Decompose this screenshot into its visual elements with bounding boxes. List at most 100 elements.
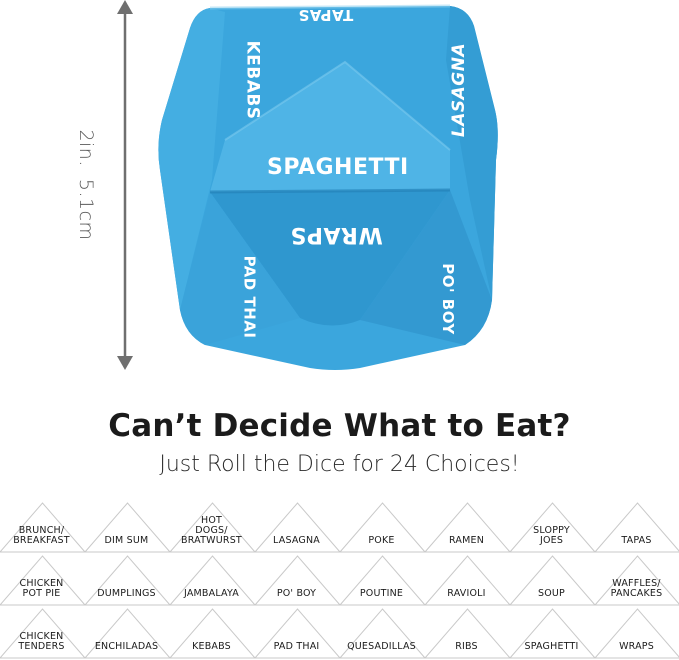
choice-triangle bbox=[424, 502, 511, 553]
dice-face-pad-thai: PAD THAI bbox=[240, 255, 259, 339]
choice-triangle bbox=[169, 608, 256, 659]
choice-item: POKE bbox=[339, 501, 426, 553]
dice-face-tapas: TAPAS bbox=[298, 6, 354, 24]
measurement-centimeters: 5.1cm bbox=[75, 178, 97, 241]
choice-label-line: LASAGNA bbox=[273, 535, 320, 546]
choice-label: TAPAS bbox=[594, 536, 679, 546]
choice-label-line: WRAPS bbox=[619, 641, 654, 652]
choice-label-line: SPAGHETTI bbox=[524, 641, 579, 652]
choice-triangle bbox=[424, 555, 511, 606]
choice-triangle bbox=[0, 555, 86, 606]
choice-label-line: DOGS/ bbox=[195, 525, 228, 536]
choice-label-line: QUESADILLAS bbox=[347, 641, 416, 652]
choice-triangle bbox=[509, 502, 596, 553]
choice-label-line: RAMEN bbox=[448, 535, 485, 546]
choice-item: CHICKEN POT PIE bbox=[0, 554, 86, 606]
choice-label: PAD THAI bbox=[254, 642, 339, 652]
choice-label-line: BRUNCH/ bbox=[18, 525, 65, 536]
choice-triangle bbox=[339, 502, 426, 553]
choice-label-line: HOT bbox=[200, 515, 223, 526]
choice-item: QUESADILLAS bbox=[339, 607, 426, 659]
choice-label-line: PANCAKES bbox=[610, 588, 663, 599]
choice-item: LASAGNA bbox=[254, 501, 341, 553]
choice-label-line: PAD THAI bbox=[273, 641, 320, 652]
choice-item: CHICKEN TENDERS bbox=[0, 607, 86, 659]
choice-label: SOUP bbox=[509, 589, 594, 599]
choice-triangle bbox=[169, 502, 256, 553]
choice-item: JAMBALAYA bbox=[169, 554, 256, 606]
choice-triangle bbox=[254, 608, 341, 659]
choice-label-line: DUMPLINGS bbox=[97, 588, 156, 599]
choice-label: SPAGHETTI bbox=[509, 642, 594, 652]
choice-triangle bbox=[0, 502, 86, 553]
choice-label: PO' BOY bbox=[254, 589, 339, 599]
choice-item: DIM SUM bbox=[84, 501, 171, 553]
choice-label-line: DIM SUM bbox=[104, 535, 149, 546]
choice-label-line: WAFFLES/ bbox=[612, 578, 661, 589]
choice-label: POKE bbox=[339, 536, 424, 546]
choice-label-line: SLOPPY bbox=[533, 525, 570, 536]
choice-label-line: SOUP bbox=[538, 588, 565, 599]
choice-label-line: CHICKEN bbox=[19, 631, 64, 642]
choice-label: RAMEN bbox=[424, 536, 509, 546]
choice-item: SOUP bbox=[509, 554, 596, 606]
dice-face-po-boy: PO' BOY bbox=[438, 263, 457, 335]
choice-item: POUTINE bbox=[339, 554, 426, 606]
choice-label-line: POKE bbox=[368, 535, 395, 546]
choices-grid: BRUNCH/BREAKFAST DIM SUM HOT DOGS/BRATWURST… bbox=[0, 501, 679, 659]
dice-face-spaghetti: SPAGHETTI bbox=[267, 155, 409, 180]
choice-label-line: RIBS bbox=[455, 641, 478, 652]
choice-triangle bbox=[424, 608, 511, 659]
choice-label-line: KEBABS bbox=[192, 641, 231, 652]
choice-label: JAMBALAYA bbox=[169, 589, 254, 599]
choice-label-line: BREAKFAST bbox=[13, 535, 70, 546]
choice-label-line: TENDERS bbox=[18, 641, 65, 652]
choice-label: RAVIOLI bbox=[424, 589, 509, 599]
choice-label-line: POT PIE bbox=[22, 588, 61, 599]
choice-label: WAFFLES/PANCAKES bbox=[594, 579, 679, 599]
choice-label-line: RAVIOLI bbox=[447, 588, 486, 599]
choice-triangle bbox=[594, 608, 679, 659]
dice-face-wraps: WRAPS bbox=[290, 222, 383, 247]
choice-triangle bbox=[509, 608, 596, 659]
choice-item: RAMEN bbox=[424, 501, 511, 553]
choice-triangle bbox=[0, 608, 86, 659]
choice-label: SLOPPY JOES bbox=[509, 526, 594, 546]
choice-label: CHICKEN TENDERS bbox=[0, 632, 84, 652]
choice-label: QUESADILLAS bbox=[339, 642, 424, 652]
choice-label: LASAGNA bbox=[254, 536, 339, 546]
size-measurement bbox=[112, 0, 142, 370]
choice-label: HOT DOGS/BRATWURST bbox=[169, 516, 254, 546]
choice-label-line: JOES bbox=[539, 535, 564, 546]
choice-item: HOT DOGS/BRATWURST bbox=[169, 501, 256, 553]
food-dice: SPAGHETTI WRAPS KEBABS LASAGNA PAD THAI … bbox=[150, 0, 510, 372]
choice-triangle bbox=[509, 555, 596, 606]
choice-item: KEBABS bbox=[169, 607, 256, 659]
choice-triangle bbox=[594, 555, 679, 606]
choice-triangle bbox=[339, 555, 426, 606]
choice-item: ENCHILADAS bbox=[84, 607, 171, 659]
choice-item: SLOPPY JOES bbox=[509, 501, 596, 553]
choice-label: KEBABS bbox=[169, 642, 254, 652]
dice-face-kebabs: KEBABS bbox=[242, 40, 263, 120]
choice-label-line: JAMBALAYA bbox=[184, 588, 239, 599]
choice-label-line: CHICKEN bbox=[19, 578, 64, 589]
choice-triangle bbox=[84, 608, 171, 659]
choice-label: RIBS bbox=[424, 642, 509, 652]
measurement-inches: 2in. bbox=[75, 129, 97, 167]
page-subtitle: Just Roll the Dice for 24 Choices! bbox=[159, 452, 520, 477]
choice-label: DIM SUM bbox=[84, 536, 169, 546]
choice-item: PO' BOY bbox=[254, 554, 341, 606]
choice-item: DUMPLINGS bbox=[84, 554, 171, 606]
choice-triangle bbox=[339, 608, 426, 659]
page-title: Can’t Decide What to Eat? bbox=[108, 408, 571, 444]
choice-label-line: PO' BOY bbox=[276, 588, 317, 599]
choice-label: CHICKEN POT PIE bbox=[0, 579, 84, 599]
choice-label-line: ENCHILADAS bbox=[94, 641, 159, 652]
choice-label: DUMPLINGS bbox=[84, 589, 169, 599]
choice-label: WRAPS bbox=[594, 642, 679, 652]
choice-label-line: TAPAS bbox=[621, 535, 652, 546]
dice-face-lasagna: LASAGNA bbox=[449, 42, 470, 138]
choice-triangle bbox=[254, 555, 341, 606]
choice-item: WAFFLES/PANCAKES bbox=[594, 554, 679, 606]
